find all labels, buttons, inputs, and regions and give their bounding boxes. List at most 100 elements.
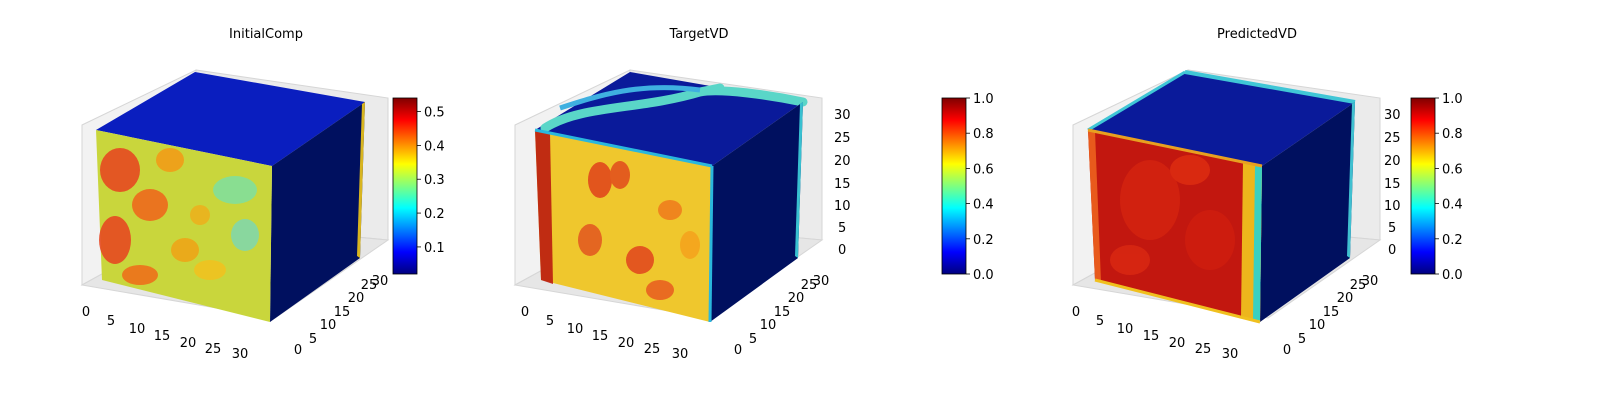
- y-tick: 0: [1283, 343, 1291, 358]
- colorbar-tick-label: 0.4: [973, 198, 994, 213]
- y-tick: 25: [1350, 278, 1367, 293]
- z-tick: 25: [1384, 131, 1401, 146]
- x-tick: 15: [592, 329, 609, 344]
- x-tick: 15: [1143, 329, 1160, 344]
- colorbar-tick-label: 0.3: [424, 173, 445, 188]
- z-tick: 20: [1384, 154, 1401, 169]
- colorbar: 0.0 0.2 0.4 0.6 0.8 1.0: [1410, 92, 1463, 283]
- x-tick: 10: [567, 322, 584, 337]
- y-tick: 0: [294, 343, 302, 358]
- x-tick: 25: [205, 342, 222, 357]
- x-tick: 0: [82, 305, 90, 320]
- z-tick: 0: [1388, 243, 1396, 258]
- z-tick: 30: [1384, 108, 1401, 123]
- cube-front-texture: [1110, 155, 1235, 275]
- y-axis-ticks: 0 5 10 15 20 25 30: [1283, 274, 1378, 358]
- z-tick: 5: [1388, 221, 1396, 236]
- colorbar-tick-label: 0.6: [973, 162, 994, 177]
- z-axis-ticks: 0 5 10 15 20 25 30: [834, 108, 851, 258]
- y-axis-ticks: 0 5 10 15 20 25 30: [734, 274, 829, 358]
- colorbar-tick-label: 1.0: [973, 92, 994, 107]
- y-axis-ticks: 0 5 10 15 20 25 30: [294, 274, 388, 358]
- y-tick: 20: [1337, 291, 1354, 306]
- panel-targetvd: TargetVD: [513, 27, 994, 362]
- z-tick: 30: [834, 108, 851, 123]
- colorbar-tick-label: 0.4: [1442, 198, 1463, 213]
- colorbar: 0.1 0.2 0.3 0.4 0.5: [392, 97, 445, 275]
- y-tick: 30: [1362, 274, 1379, 289]
- x-axis-ticks: 0 5 10 15 20 25 30: [1072, 305, 1238, 362]
- y-tick: 30: [813, 274, 830, 289]
- y-tick: 25: [361, 278, 378, 293]
- x-tick: 30: [232, 347, 249, 362]
- colorbar-tick-label: 0.1: [424, 241, 445, 256]
- x-tick: 25: [644, 342, 661, 357]
- z-tick: 5: [838, 221, 846, 236]
- y-tick: 5: [309, 332, 317, 347]
- x-tick: 15: [154, 329, 171, 344]
- x-tick: 5: [107, 314, 115, 329]
- y-tick: 15: [334, 305, 351, 320]
- x-tick: 5: [1096, 314, 1104, 329]
- colorbar-tick-label: 0.0: [1442, 268, 1463, 283]
- cube-front-face: [535, 130, 712, 322]
- colorbar-tick-label: 0.2: [973, 233, 994, 248]
- y-tick: 5: [1298, 332, 1306, 347]
- x-tick: 0: [1072, 305, 1080, 320]
- y-tick: 30: [372, 274, 389, 289]
- cube-top-face: [96, 72, 365, 166]
- panel-title: PredictedVD: [1217, 27, 1297, 42]
- colorbar-gradient: [392, 97, 418, 275]
- y-tick: 0: [734, 343, 742, 358]
- voxel-cube: [1087, 70, 1356, 324]
- y-tick: 20: [348, 291, 365, 306]
- colorbar-gradient: [1410, 97, 1436, 275]
- x-tick: 30: [672, 347, 689, 362]
- colorbar-tick-label: 0.6: [1442, 162, 1463, 177]
- colorbar-ticks: 0.0 0.2 0.4 0.6 0.8 1.0: [966, 92, 994, 283]
- x-tick: 20: [1169, 336, 1186, 351]
- colorbar-gradient: [941, 97, 967, 275]
- cube-front-texture: [535, 130, 700, 300]
- x-tick: 10: [1117, 322, 1134, 337]
- x-tick: 20: [618, 336, 635, 351]
- y-tick: 5: [749, 332, 757, 347]
- colorbar-tick-label: 0.8: [1442, 127, 1463, 142]
- z-tick: 20: [834, 154, 851, 169]
- panel-predictedvd: PredictedVD 0 5: [1071, 27, 1463, 362]
- x-tick: 10: [129, 322, 146, 337]
- cube-front-texture: [99, 148, 259, 285]
- colorbar-tick-label: 0.2: [424, 207, 445, 222]
- y-tick: 10: [320, 318, 337, 333]
- z-tick: 15: [834, 177, 851, 192]
- x-axis-ticks: 0 5 10 15 20 25 30: [521, 305, 688, 362]
- y-tick: 15: [1323, 305, 1340, 320]
- y-tick: 10: [1309, 318, 1326, 333]
- z-axis-ticks: 0 5 10 15 20 25 30: [1384, 108, 1401, 258]
- colorbar-tick-label: 0.5: [424, 106, 445, 121]
- colorbar: 0.0 0.2 0.4 0.6 0.8 1.0: [941, 92, 994, 283]
- y-tick: 25: [801, 278, 818, 293]
- x-tick: 30: [1222, 347, 1239, 362]
- colorbar-tick-label: 0.8: [973, 127, 994, 142]
- y-tick: 10: [760, 318, 777, 333]
- x-tick: 0: [521, 305, 529, 320]
- cube-top-band: [540, 83, 808, 133]
- y-tick: 15: [774, 305, 791, 320]
- voxel-cube: [96, 72, 365, 322]
- x-tick: 20: [180, 336, 197, 351]
- panel-title: TargetVD: [668, 27, 728, 42]
- z-tick: 10: [1384, 199, 1401, 214]
- z-tick: 0: [838, 243, 846, 258]
- panel-initialcomp: InitialComp: [80, 27, 445, 362]
- colorbar-tick-label: 1.0: [1442, 92, 1463, 107]
- colorbar-tick-label: 0.2: [1442, 233, 1463, 248]
- colorbar-ticks: 0.1 0.2 0.3 0.4 0.5: [417, 106, 445, 256]
- colorbar-tick-label: 0.0: [973, 268, 994, 283]
- z-tick: 10: [834, 199, 851, 214]
- y-tick: 20: [788, 291, 805, 306]
- x-axis-ticks: 0 5 10 15 20 25 30: [82, 305, 248, 362]
- voxel-cube: [534, 72, 808, 323]
- x-tick: 5: [546, 314, 554, 329]
